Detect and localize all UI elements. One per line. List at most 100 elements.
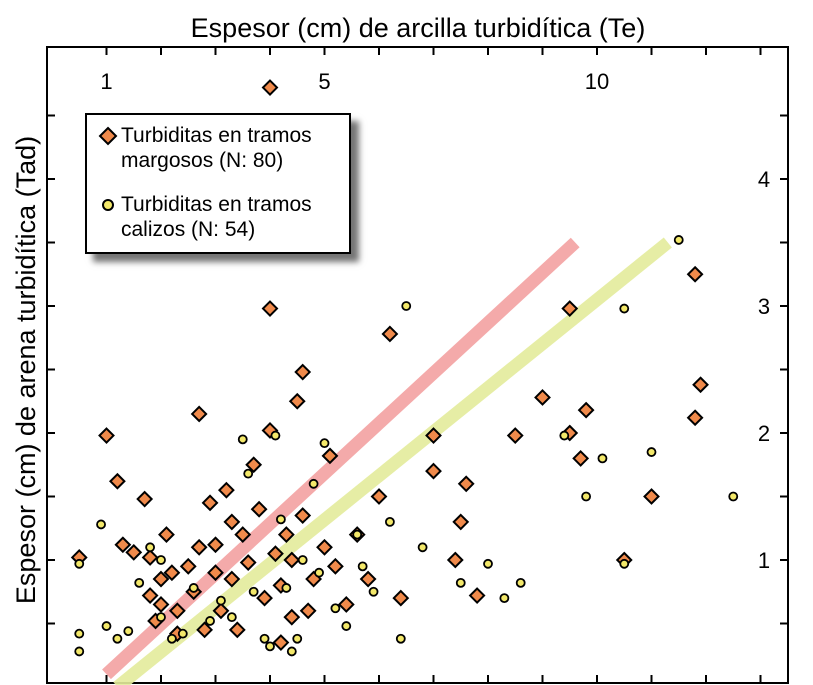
- circle-point: [341, 621, 352, 631]
- circle-point: [619, 303, 630, 314]
- circle-point: [330, 603, 341, 614]
- circle-point: [237, 434, 248, 445]
- diamond-point: [245, 456, 263, 474]
- diamond-point: [534, 389, 551, 406]
- legend-label-calizos-line2: calizos (N: 54): [121, 218, 256, 241]
- diamond-point: [207, 536, 224, 554]
- circle-point: [395, 633, 406, 644]
- diamond-point: [294, 507, 312, 524]
- trend-line-calizos: [113, 237, 672, 685]
- diamond-marker-icon: [98, 126, 118, 146]
- diamond-point: [686, 409, 704, 427]
- circle-point: [188, 583, 199, 593]
- circle-point: [177, 628, 188, 639]
- y-axis-label: Espesor (cm) de arena turbidítica (Tad): [11, 136, 41, 604]
- circle-point: [401, 301, 412, 311]
- circle-point: [74, 558, 85, 569]
- circle-point: [646, 447, 657, 457]
- circle-point: [134, 577, 145, 588]
- diamond-point: [283, 608, 301, 626]
- diamond-point: [277, 526, 295, 544]
- circle-point: [673, 235, 684, 245]
- diamond-point: [158, 526, 175, 544]
- data-points: [70, 79, 739, 657]
- circle-point: [101, 621, 112, 631]
- circle-point: [619, 558, 630, 569]
- diamond-point: [223, 570, 241, 588]
- circle-point: [499, 593, 510, 603]
- diamond-point: [272, 634, 290, 651]
- circle-point: [216, 595, 226, 606]
- y-tick-label: 4: [758, 167, 770, 192]
- circle-point: [559, 430, 570, 441]
- legend-label-margosos: Turbiditas en tramos margosos (N: 80): [119, 123, 312, 173]
- diamond-point: [98, 427, 115, 444]
- x-axis-ticks: 1 5 10: [100, 47, 762, 683]
- circle-point: [74, 628, 85, 639]
- diamond-point: [196, 621, 214, 639]
- diamond-point: [141, 549, 159, 566]
- diamond-point: [201, 494, 219, 512]
- circle-point: [243, 468, 254, 479]
- y-tick-label: 3: [758, 294, 770, 319]
- diamond-point: [168, 602, 186, 620]
- trend-lines: [102, 237, 672, 685]
- circle-point: [292, 633, 303, 644]
- diamond-point: [457, 475, 475, 493]
- diamond-point: [261, 79, 279, 96]
- circle-point: [357, 561, 368, 572]
- circle-point: [319, 438, 330, 449]
- circle-point: [515, 577, 526, 588]
- diamond-point: [114, 536, 132, 554]
- diamond-point: [256, 589, 273, 607]
- legend-label-margosos-line2: margosos (N: 80): [121, 149, 284, 172]
- circle-point: [123, 626, 134, 637]
- circle-point: [275, 514, 286, 525]
- legend-label-margosos-line1: Turbiditas en tramos: [121, 124, 312, 147]
- circle-point: [297, 555, 308, 565]
- circle-point: [581, 491, 591, 502]
- diamond-point: [686, 265, 704, 283]
- circle-point: [417, 542, 428, 553]
- circle-point: [248, 586, 259, 597]
- circle-point: [384, 517, 395, 527]
- diamond-point: [446, 551, 464, 569]
- diamond-point: [136, 490, 154, 508]
- circle-point: [728, 491, 739, 502]
- circle-point: [145, 542, 156, 553]
- diamond-point: [392, 589, 410, 607]
- chart-title: Espesor (cm) de arcilla turbidítica (Te): [191, 13, 646, 43]
- circle-point: [96, 519, 106, 530]
- diamond-point: [572, 449, 590, 467]
- diamond-point: [359, 570, 377, 588]
- y-tick-label: 1: [758, 548, 770, 573]
- circle-point: [259, 633, 270, 644]
- legend: Turbiditas en tramos margosos (N: 80) Tu…: [85, 113, 351, 254]
- circle-point: [368, 586, 379, 597]
- circle-point: [205, 616, 215, 626]
- diamond-point: [381, 325, 399, 343]
- diamond-point: [425, 462, 442, 480]
- circle-point: [74, 646, 85, 657]
- diamond-point: [506, 427, 524, 444]
- circle-point: [455, 577, 466, 588]
- legend-label-calizos: Turbiditas en tramos calizos (N: 54): [119, 192, 312, 242]
- diamond-point: [223, 513, 241, 531]
- legend-item-calizos: Turbiditas en tramos calizos (N: 54): [97, 192, 343, 242]
- diamond-point: [299, 602, 317, 620]
- diamond-point: [125, 543, 143, 561]
- circle-point: [286, 646, 297, 657]
- circle-point: [352, 529, 363, 540]
- circle-point: [308, 478, 319, 489]
- circle-point: [265, 641, 275, 652]
- diamond-point: [561, 300, 579, 317]
- x-tick-label: 5: [318, 69, 330, 94]
- circle-point: [597, 453, 608, 464]
- diamond-point: [643, 488, 660, 505]
- y-tick-label: 2: [758, 421, 770, 446]
- legend-label-calizos-line1: Turbiditas en tramos: [121, 193, 312, 216]
- diamond-point: [212, 602, 230, 620]
- circle-point: [270, 430, 281, 441]
- diamond-point: [190, 538, 208, 556]
- diamond-point: [141, 587, 159, 604]
